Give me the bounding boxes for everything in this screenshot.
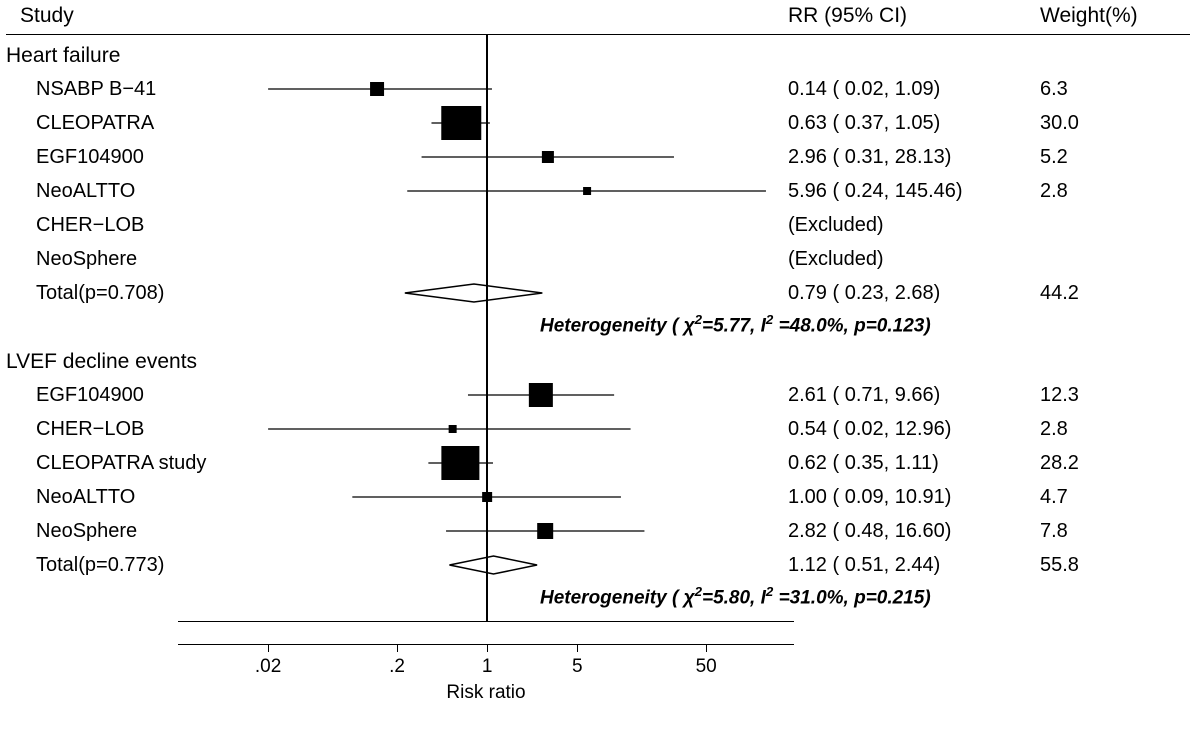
rr-ci-text: (Excluded) <box>788 248 884 271</box>
x-tick-label: 5 <box>572 656 583 678</box>
rr-ci-text: 5.96 ( 0.24, 145.46) <box>788 180 963 203</box>
study-row: NSABP B−41 0.14 ( 0.02, 1.09) 6.3 <box>0 72 1200 106</box>
study-label: NeoALTTO <box>36 180 135 203</box>
weight-text: 12.3 <box>1040 384 1079 407</box>
study-row: CHER−LOB (Excluded) <box>0 208 1200 242</box>
study-row: NeoSphere 2.82 ( 0.48, 16.60) 7.8 <box>0 514 1200 548</box>
heterogeneity-text: Heterogeneity ( χ2=5.80, I2 =31.0%, p=0.… <box>540 584 931 609</box>
total-diamond <box>178 276 794 310</box>
weight-text: 2.8 <box>1040 418 1068 441</box>
study-marker <box>178 378 794 412</box>
group-title-label: Heart failure <box>6 44 120 68</box>
bottom-rule <box>178 621 794 622</box>
xơtick <box>487 644 488 652</box>
total-row: Total(p=0.773) 1.12 ( 0.51, 2.44) 55.8 <box>0 548 1200 582</box>
weight-text: 4.7 <box>1040 486 1068 509</box>
total-weight-text: 44.2 <box>1040 282 1079 305</box>
study-row: NeoALTTO 5.96 ( 0.24, 145.46) 2.8 <box>0 174 1200 208</box>
rr-ci-text: 0.62 ( 0.35, 1.11) <box>788 452 939 475</box>
weight-text: 28.2 <box>1040 452 1079 475</box>
xơtick <box>577 644 578 652</box>
x-tick-label: .2 <box>389 656 405 678</box>
study-label: NeoSphere <box>36 248 137 271</box>
weight-text: 6.3 <box>1040 78 1068 101</box>
study-marker <box>178 412 794 446</box>
total-label: Total(p=0.773) <box>36 554 164 577</box>
weight-text: 30.0 <box>1040 112 1079 135</box>
study-label: EGF104900 <box>36 384 144 407</box>
study-row: CLEOPATRA study0.62 ( 0.35, 1.11)28.2 <box>0 446 1200 480</box>
group-title: LVEF decline events <box>0 344 1200 378</box>
total-rr-text: 1.12 ( 0.51, 2.44) <box>788 554 940 577</box>
study-label: CLEOPATRA <box>36 112 154 135</box>
study-marker <box>178 514 794 548</box>
study-row: CLEOPATRA 0.63 ( 0.37, 1.05) 30.0 <box>0 106 1200 140</box>
x-tick-label: 1 <box>482 656 493 678</box>
total-rr-text: 0.79 ( 0.23, 2.68) <box>788 282 940 305</box>
total-row: Total(p=0.708) 0.79 ( 0.23, 2.68) 44.2 <box>0 276 1200 310</box>
plot-area: Heart failure NSABP B−41 0.14 ( 0.02, 1.09… <box>0 34 1200 660</box>
study-row: NeoALTTO 1.00 ( 0.09, 10.91) 4.7 <box>0 480 1200 514</box>
study-marker <box>178 140 794 174</box>
xơtick <box>397 644 398 652</box>
weight-text: 2.8 <box>1040 180 1068 203</box>
x-axis-baseline <box>178 644 794 645</box>
header-study: Study <box>20 4 74 28</box>
total-diamond <box>178 548 794 582</box>
xơtick <box>268 644 269 652</box>
rr-ci-text: 2.96 ( 0.31, 28.13) <box>788 146 951 169</box>
study-label: CHER−LOB <box>36 214 144 237</box>
top-rule <box>6 34 1190 35</box>
rr-ci-text: 0.63 ( 0.37, 1.05) <box>788 112 940 135</box>
study-row: CHER−LOB 0.54 ( 0.02, 12.96) 2.8 <box>0 412 1200 446</box>
header-rr-ci: RR (95% CI) <box>788 4 907 28</box>
study-label: CHER−LOB <box>36 418 144 441</box>
study-marker <box>178 174 794 208</box>
x-tick-label: 50 <box>696 656 717 678</box>
study-label: EGF104900 <box>36 146 144 169</box>
group-title-label: LVEF decline events <box>6 350 197 374</box>
study-marker <box>178 480 794 514</box>
study-row: EGF104900 2.96 ( 0.31, 28.13) 5.2 <box>0 140 1200 174</box>
study-label: NSABP B−41 <box>36 78 156 101</box>
column-headers: Study RR (95% CI) Weight(%) <box>0 0 1200 32</box>
forest-plot-figure: Study RR (95% CI) Weight(%) Heart failur… <box>0 0 1200 753</box>
header-weight: Weight(%) <box>1040 4 1138 28</box>
study-marker <box>178 72 794 106</box>
rr-ci-text: 2.61 ( 0.71, 9.66) <box>788 384 940 407</box>
rr-ci-text: 0.54 ( 0.02, 12.96) <box>788 418 951 441</box>
rr-ci-text: 0.14 ( 0.02, 1.09) <box>788 78 940 101</box>
rr-ci-text: (Excluded) <box>788 214 884 237</box>
study-label: NeoALTTO <box>36 486 135 509</box>
heterogeneity-text: Heterogeneity ( χ2=5.77, I2 =48.0%, p=0.… <box>540 312 931 337</box>
study-marker <box>178 446 794 480</box>
x-axis-title: Risk ratio <box>446 682 525 704</box>
weight-text: 5.2 <box>1040 146 1068 169</box>
group-title: Heart failure <box>0 38 1200 72</box>
rr-ci-text: 2.82 ( 0.48, 16.60) <box>788 520 951 543</box>
study-row: NeoSphere (Excluded) <box>0 242 1200 276</box>
total-weight-text: 55.8 <box>1040 554 1079 577</box>
rr-ci-text: 1.00 ( 0.09, 10.91) <box>788 486 951 509</box>
study-row: EGF104900 2.61 ( 0.71, 9.66) 12.3 <box>0 378 1200 412</box>
study-label: NeoSphere <box>36 520 137 543</box>
x-tick-label: .02 <box>255 656 281 678</box>
weight-text: 7.8 <box>1040 520 1068 543</box>
total-label: Total(p=0.708) <box>36 282 164 305</box>
study-marker <box>178 106 794 140</box>
xơtick <box>706 644 707 652</box>
